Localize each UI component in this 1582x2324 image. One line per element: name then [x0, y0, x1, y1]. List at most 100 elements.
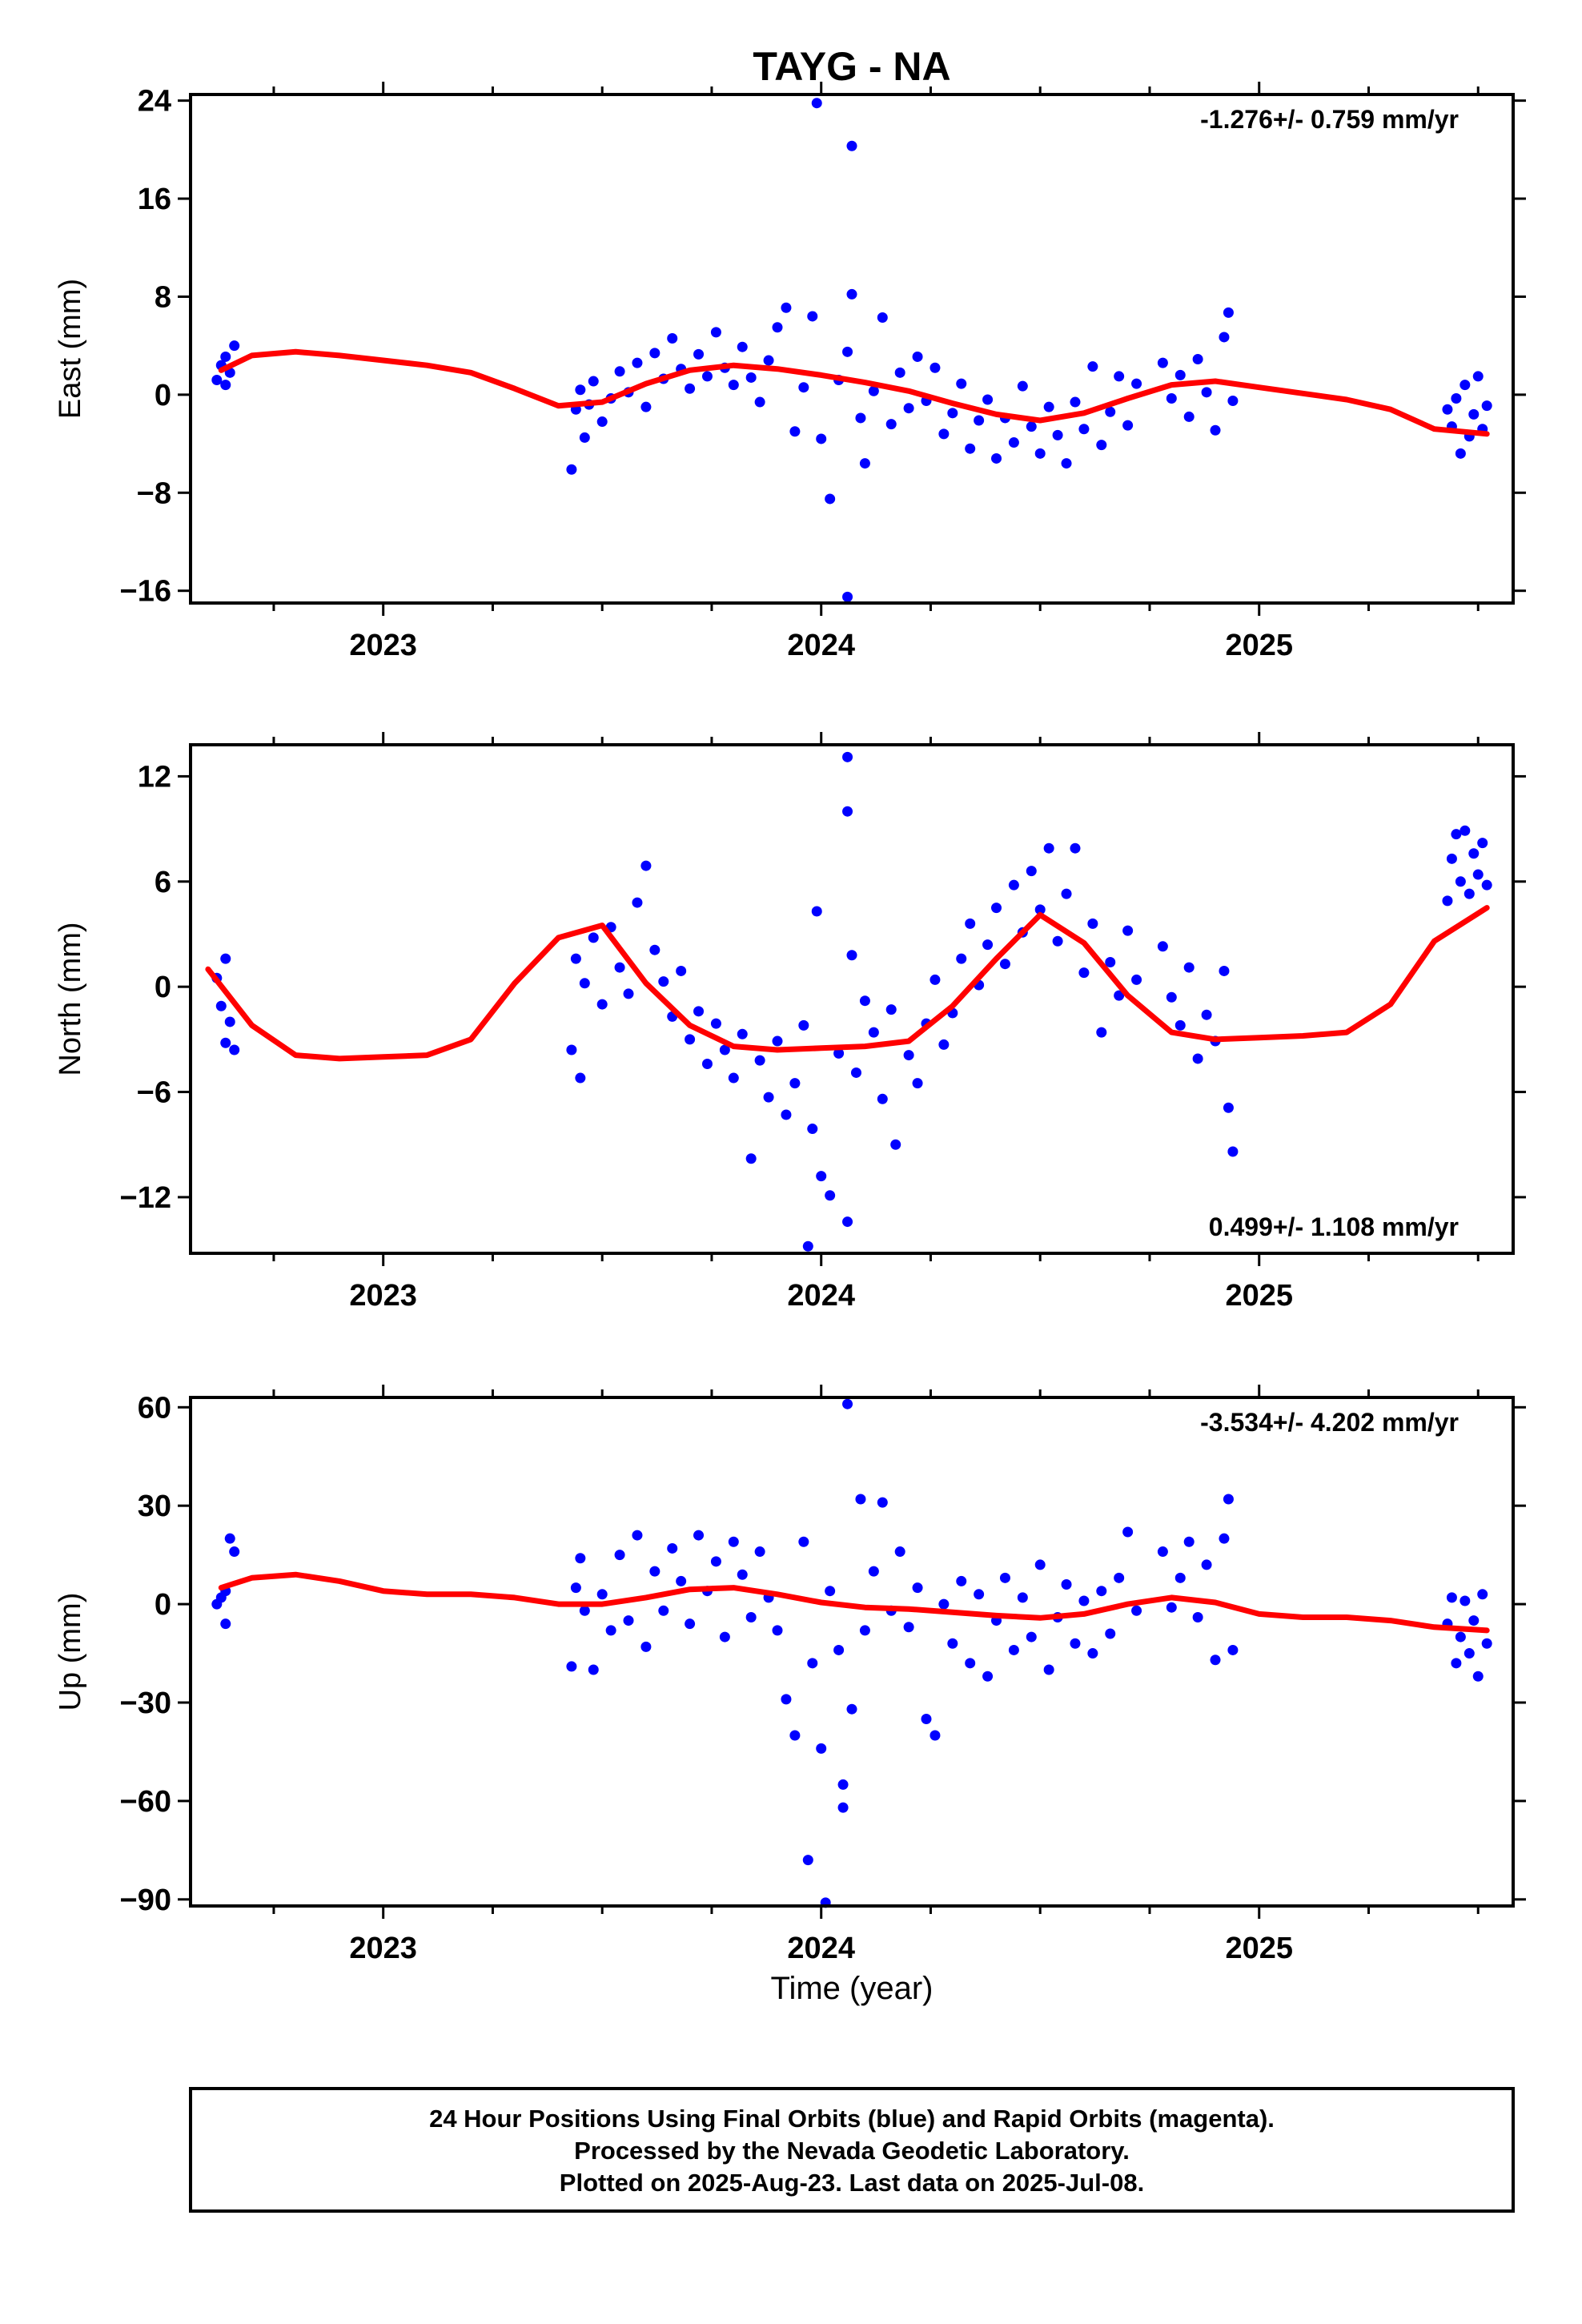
- position-point: [921, 1713, 932, 1724]
- position-point: [825, 493, 836, 505]
- position-point: [566, 1661, 577, 1672]
- position-point: [737, 341, 748, 352]
- position-point: [1201, 1009, 1212, 1020]
- position-point: [930, 1730, 941, 1741]
- position-point: [938, 428, 950, 440]
- position-point: [596, 416, 608, 428]
- position-point: [763, 355, 774, 366]
- position-point: [649, 1566, 661, 1577]
- position-point: [974, 1589, 985, 1600]
- position-point: [658, 1605, 669, 1616]
- position-point: [842, 751, 853, 762]
- position-point: [1157, 1546, 1168, 1558]
- position-point: [1468, 848, 1480, 859]
- position-point: [1472, 371, 1484, 382]
- position-point: [1078, 1595, 1090, 1606]
- position-point: [1223, 1102, 1234, 1113]
- position-point: [614, 366, 625, 377]
- position-point: [1477, 838, 1488, 849]
- position-point: [575, 384, 586, 396]
- position-point: [1131, 1605, 1142, 1616]
- position-point: [640, 401, 652, 412]
- position-point: [685, 383, 696, 394]
- position-point: [855, 1494, 866, 1505]
- position-point: [728, 380, 739, 391]
- position-point: [1455, 1631, 1466, 1642]
- position-point: [781, 1109, 792, 1120]
- position-point: [701, 1059, 713, 1070]
- position-point: [789, 1078, 801, 1089]
- position-point: [1174, 1019, 1186, 1031]
- position-point: [579, 978, 590, 989]
- position-point: [588, 376, 599, 387]
- position-point: [859, 995, 870, 1007]
- position-point: [701, 371, 713, 382]
- position-point: [930, 362, 941, 373]
- position-point: [1061, 888, 1072, 899]
- model-fit-line: [218, 1571, 1490, 1634]
- position-point: [798, 382, 809, 393]
- position-point: [859, 458, 870, 469]
- position-point: [1114, 990, 1125, 1001]
- position-point: [868, 1027, 879, 1038]
- position-point: [737, 1028, 748, 1039]
- position-point: [220, 953, 231, 964]
- velocity-label: -3.534+/- 4.202 mm/yr: [1200, 1408, 1459, 1437]
- position-point: [807, 1658, 818, 1669]
- position-point: [846, 1703, 857, 1715]
- position-point: [781, 302, 792, 313]
- position-point: [1105, 957, 1116, 968]
- position-point: [693, 1530, 705, 1541]
- position-point: [965, 443, 976, 454]
- position-point: [772, 1625, 783, 1636]
- position-point: [1219, 965, 1230, 976]
- position-point: [719, 1044, 730, 1055]
- position-point: [1026, 1631, 1037, 1642]
- position-point: [1201, 1559, 1212, 1570]
- position-point: [1043, 1664, 1054, 1675]
- position-point: [1096, 440, 1107, 451]
- position-point: [632, 897, 643, 908]
- y-axis-label: East (mm): [54, 279, 87, 419]
- position-point: [676, 1575, 687, 1586]
- position-point: [693, 1006, 705, 1017]
- position-point: [1122, 1526, 1134, 1538]
- velocity-label: 0.499+/- 1.108 mm/yr: [1209, 1212, 1459, 1241]
- plot-frame: [189, 743, 1515, 1255]
- position-point: [1096, 1586, 1107, 1597]
- x-tick-label: 2023: [349, 629, 417, 662]
- position-point: [833, 1047, 845, 1059]
- position-point: [1043, 401, 1054, 412]
- position-point: [855, 412, 866, 424]
- east-panel: 24 16 8 0 −8 −16 2023 2024 2025 East (mm) -1.276+/…: [54, 82, 1526, 662]
- position-point: [1096, 1027, 1107, 1038]
- position-point: [1442, 404, 1453, 415]
- position-point: [965, 1658, 976, 1669]
- position-point: [1070, 1638, 1081, 1649]
- position-point: [1481, 879, 1492, 891]
- position-point: [956, 1575, 967, 1586]
- position-point: [885, 419, 897, 430]
- position-point: [632, 1530, 643, 1541]
- position-point: [1034, 448, 1046, 459]
- position-point: [579, 1605, 590, 1616]
- position-point: [811, 98, 822, 109]
- position-point: [1122, 925, 1134, 936]
- position-point: [632, 357, 643, 368]
- position-point: [930, 974, 941, 985]
- position-point: [640, 860, 652, 871]
- position-point: [224, 1016, 235, 1027]
- position-point: [1087, 361, 1098, 372]
- position-point: [903, 403, 914, 414]
- position-point: [1442, 895, 1453, 907]
- position-point: [1114, 371, 1125, 382]
- position-point: [728, 1072, 739, 1084]
- position-point: [894, 1546, 905, 1558]
- model-fit-line: [205, 905, 1490, 1062]
- position-point: [640, 1641, 652, 1652]
- position-point: [1451, 392, 1462, 404]
- plot-frame: [189, 1396, 1515, 1908]
- x-tick-label: 2024: [787, 1279, 855, 1313]
- position-point: [1043, 842, 1054, 854]
